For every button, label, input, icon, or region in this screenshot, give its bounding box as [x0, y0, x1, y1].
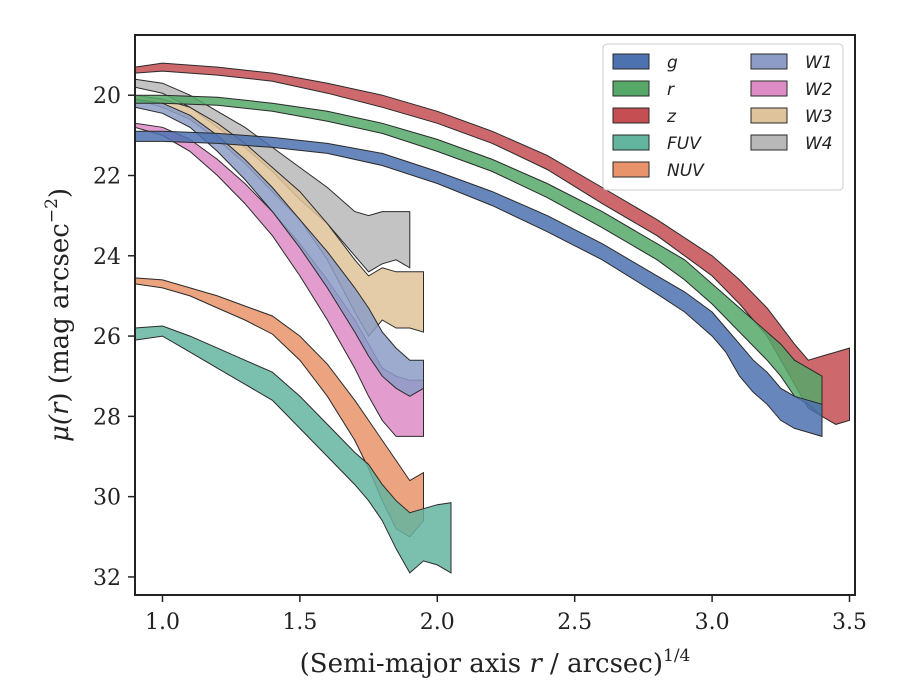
x-axis-label-var: r [529, 649, 543, 679]
x-tick-label: 1.5 [282, 610, 317, 635]
x-axis-label-rest: / arcsec) [542, 649, 663, 679]
series-band-w2 [135, 122, 424, 437]
legend-label-nuv: NUV [667, 161, 705, 181]
legend-label-w1: W1 [805, 53, 833, 73]
series-band-g [135, 130, 823, 438]
x-tick-label: 2.0 [420, 610, 455, 635]
series-band-fuv [135, 325, 452, 574]
y-tick-label: 28 [93, 405, 121, 430]
series-band-z [135, 62, 850, 425]
legend-swatch-fuv [612, 134, 650, 151]
legend-swatch-z [612, 107, 650, 124]
legend-label-w3: W3 [805, 107, 833, 127]
y-axis-label-var: r [45, 401, 75, 415]
y-axis: 20 22 24 26 28 30 32 [93, 84, 135, 591]
legend-swatch-w1 [750, 53, 788, 70]
legend: grz FUV NUV W1 W2 W3 W4 [602, 43, 844, 191]
legend-label-w2: W2 [805, 80, 833, 100]
y-tick-label: 30 [93, 486, 121, 511]
legend-swatch-w4 [750, 134, 788, 151]
x-tick-label: 2.5 [557, 610, 592, 635]
x-tick-label: 1.0 [145, 610, 180, 635]
y-axis-label-unit: ) (mag arcsec [45, 223, 75, 402]
legend-swatch-nuv [612, 161, 650, 178]
x-axis-label-exponent: 1/4 [663, 646, 690, 666]
plot-area [135, 62, 850, 574]
y-axis-label-close: ) [45, 188, 75, 198]
series-band-w1 [135, 98, 424, 397]
x-axis: 1.0 1.5 2.0 2.5 3.0 3.5 [145, 595, 867, 635]
y-tick-label: 24 [93, 245, 121, 270]
y-tick-label: 32 [93, 566, 121, 591]
y-axis-label: μ(r) (mag arcsec−2) [42, 188, 75, 442]
legend-swatch-w2 [750, 80, 788, 97]
y-tick-label: 26 [93, 325, 121, 350]
legend-label-w4: W4 [805, 134, 833, 154]
legend-label-g: g [667, 53, 678, 73]
legend-swatch-r [612, 80, 650, 97]
x-axis-label-main: (Semi-major axis [300, 649, 530, 679]
plot-frame [134, 34, 856, 596]
x-tick-label: 3.0 [695, 610, 730, 635]
y-tick-label: 22 [93, 165, 121, 190]
x-tick-label: 3.5 [832, 610, 867, 635]
legend-label-z: z [666, 107, 677, 127]
x-axis-label: (Semi-major axis r / arcsec)1/4 [300, 646, 691, 679]
legend-label-fuv: FUV [667, 134, 702, 154]
legend-label-r: r [667, 80, 675, 100]
legend-swatch-g [612, 53, 650, 70]
y-axis-label-exponent: −2 [42, 198, 62, 223]
y-tick-label: 20 [93, 84, 121, 109]
y-axis-label-mu: μ( [45, 414, 75, 442]
legend-swatch-w3 [750, 107, 788, 124]
